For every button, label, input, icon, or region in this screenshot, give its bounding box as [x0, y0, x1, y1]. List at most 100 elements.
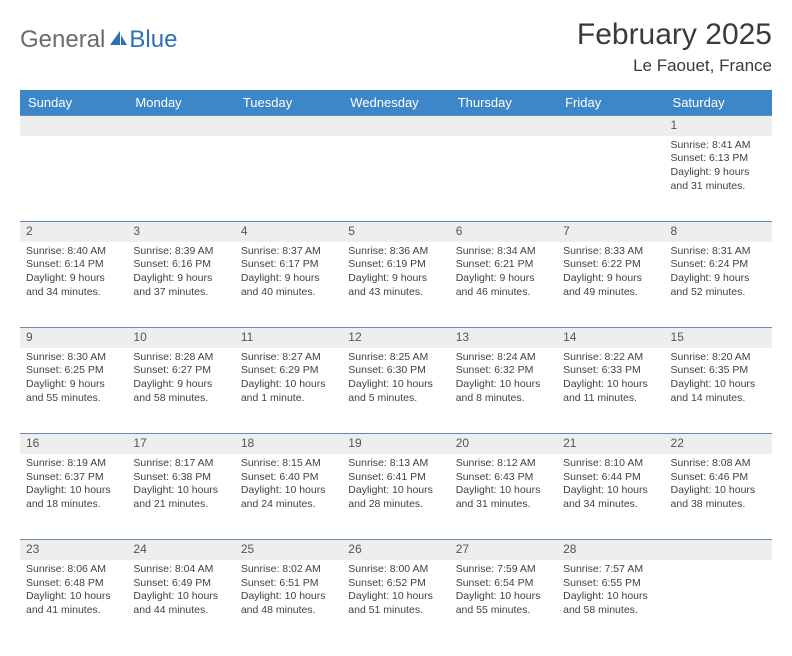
day-cell-body: Sunrise: 8:02 AMSunset: 6:51 PMDaylight:… [235, 560, 342, 624]
day2-text: and 14 minutes. [671, 392, 766, 406]
day-cell-body: Sunrise: 7:59 AMSunset: 6:54 PMDaylight:… [450, 560, 557, 624]
day-cell-body: Sunrise: 8:30 AMSunset: 6:25 PMDaylight:… [20, 348, 127, 412]
sunrise-text: Sunrise: 8:34 AM [456, 245, 551, 259]
day-number-cell: 1 [665, 116, 772, 136]
sunrise-text: Sunrise: 8:00 AM [348, 563, 443, 577]
sunrise-text: Sunrise: 8:37 AM [241, 245, 336, 259]
sunset-text: Sunset: 6:24 PM [671, 258, 766, 272]
sunset-text: Sunset: 6:52 PM [348, 577, 443, 591]
sunset-text: Sunset: 6:33 PM [563, 364, 658, 378]
day-number-row: 2345678 [20, 222, 772, 242]
sunset-text: Sunset: 6:13 PM [671, 152, 766, 166]
day-cell-body: Sunrise: 8:36 AMSunset: 6:19 PMDaylight:… [342, 242, 449, 306]
day-cell-body: Sunrise: 8:22 AMSunset: 6:33 PMDaylight:… [557, 348, 664, 412]
day-number-cell: 26 [342, 540, 449, 560]
sunrise-text: Sunrise: 8:30 AM [26, 351, 121, 365]
day2-text: and 31 minutes. [456, 498, 551, 512]
day2-text: and 55 minutes. [456, 604, 551, 618]
sunset-text: Sunset: 6:25 PM [26, 364, 121, 378]
day2-text: and 31 minutes. [671, 180, 766, 194]
day-cell: Sunrise: 8:10 AMSunset: 6:44 PMDaylight:… [557, 454, 664, 540]
day-number-cell [342, 116, 449, 136]
day-cell-body: Sunrise: 8:37 AMSunset: 6:17 PMDaylight:… [235, 242, 342, 306]
day-cell: Sunrise: 8:17 AMSunset: 6:38 PMDaylight:… [127, 454, 234, 540]
day1-text: Daylight: 10 hours [133, 484, 228, 498]
sunrise-text: Sunrise: 8:33 AM [563, 245, 658, 259]
day-cell-body: Sunrise: 8:13 AMSunset: 6:41 PMDaylight:… [342, 454, 449, 518]
weekday-header-row: Sunday Monday Tuesday Wednesday Thursday… [20, 90, 772, 116]
day-cell [127, 136, 234, 222]
logo-text-blue: Blue [129, 26, 177, 54]
day-number-cell: 27 [450, 540, 557, 560]
day1-text: Daylight: 9 hours [133, 378, 228, 392]
day2-text: and 34 minutes. [563, 498, 658, 512]
day1-text: Daylight: 10 hours [348, 378, 443, 392]
sunrise-text: Sunrise: 8:22 AM [563, 351, 658, 365]
day1-text: Daylight: 10 hours [456, 484, 551, 498]
day1-text: Daylight: 9 hours [671, 272, 766, 286]
day-cell: Sunrise: 7:57 AMSunset: 6:55 PMDaylight:… [557, 560, 664, 646]
day-cell: Sunrise: 7:59 AMSunset: 6:54 PMDaylight:… [450, 560, 557, 646]
day-number-cell: 19 [342, 434, 449, 454]
day1-text: Daylight: 10 hours [348, 484, 443, 498]
sunrise-text: Sunrise: 8:27 AM [241, 351, 336, 365]
day-cell: Sunrise: 8:12 AMSunset: 6:43 PMDaylight:… [450, 454, 557, 540]
day2-text: and 38 minutes. [671, 498, 766, 512]
sunset-text: Sunset: 6:21 PM [456, 258, 551, 272]
day-cell: Sunrise: 8:40 AMSunset: 6:14 PMDaylight:… [20, 242, 127, 328]
day1-text: Daylight: 10 hours [133, 590, 228, 604]
sunset-text: Sunset: 6:46 PM [671, 471, 766, 485]
day-number-cell: 15 [665, 328, 772, 348]
day-number-cell: 3 [127, 222, 234, 242]
day-cell-body: Sunrise: 8:27 AMSunset: 6:29 PMDaylight:… [235, 348, 342, 412]
sunrise-text: Sunrise: 8:25 AM [348, 351, 443, 365]
day-cell: Sunrise: 8:06 AMSunset: 6:48 PMDaylight:… [20, 560, 127, 646]
day1-text: Daylight: 9 hours [671, 166, 766, 180]
day-cell: Sunrise: 8:15 AMSunset: 6:40 PMDaylight:… [235, 454, 342, 540]
day-number-cell: 10 [127, 328, 234, 348]
day-number-cell: 17 [127, 434, 234, 454]
day-cell: Sunrise: 8:37 AMSunset: 6:17 PMDaylight:… [235, 242, 342, 328]
day2-text: and 51 minutes. [348, 604, 443, 618]
sunrise-text: Sunrise: 8:40 AM [26, 245, 121, 259]
day2-text: and 43 minutes. [348, 286, 443, 300]
day2-text: and 8 minutes. [456, 392, 551, 406]
day-cell: Sunrise: 8:36 AMSunset: 6:19 PMDaylight:… [342, 242, 449, 328]
day-cell: Sunrise: 8:08 AMSunset: 6:46 PMDaylight:… [665, 454, 772, 540]
sunrise-text: Sunrise: 8:08 AM [671, 457, 766, 471]
logo: General Blue [20, 18, 177, 54]
calendar-table: Sunday Monday Tuesday Wednesday Thursday… [20, 90, 772, 646]
day-number-cell [127, 116, 234, 136]
day2-text: and 34 minutes. [26, 286, 121, 300]
day-cell: Sunrise: 8:39 AMSunset: 6:16 PMDaylight:… [127, 242, 234, 328]
day-cell-body: Sunrise: 8:25 AMSunset: 6:30 PMDaylight:… [342, 348, 449, 412]
week-row: Sunrise: 8:06 AMSunset: 6:48 PMDaylight:… [20, 560, 772, 646]
sunset-text: Sunset: 6:27 PM [133, 364, 228, 378]
sunrise-text: Sunrise: 8:28 AM [133, 351, 228, 365]
day-cell: Sunrise: 8:02 AMSunset: 6:51 PMDaylight:… [235, 560, 342, 646]
sunset-text: Sunset: 6:17 PM [241, 258, 336, 272]
day-number-cell: 22 [665, 434, 772, 454]
day-cell: Sunrise: 8:28 AMSunset: 6:27 PMDaylight:… [127, 348, 234, 434]
day-cell-body: Sunrise: 8:10 AMSunset: 6:44 PMDaylight:… [557, 454, 664, 518]
day-number-cell: 28 [557, 540, 664, 560]
day-number-cell: 16 [20, 434, 127, 454]
day1-text: Daylight: 9 hours [563, 272, 658, 286]
day1-text: Daylight: 10 hours [348, 590, 443, 604]
sunrise-text: Sunrise: 8:02 AM [241, 563, 336, 577]
weekday-header: Friday [557, 90, 664, 116]
sunset-text: Sunset: 6:41 PM [348, 471, 443, 485]
day-cell: Sunrise: 8:25 AMSunset: 6:30 PMDaylight:… [342, 348, 449, 434]
weekday-header: Monday [127, 90, 234, 116]
day1-text: Daylight: 10 hours [563, 378, 658, 392]
day2-text: and 55 minutes. [26, 392, 121, 406]
day-number-cell [665, 540, 772, 560]
day-cell-body: Sunrise: 8:19 AMSunset: 6:37 PMDaylight:… [20, 454, 127, 518]
day-cell [557, 136, 664, 222]
sunrise-text: Sunrise: 8:20 AM [671, 351, 766, 365]
day-cell: Sunrise: 8:24 AMSunset: 6:32 PMDaylight:… [450, 348, 557, 434]
day-cell-body: Sunrise: 8:41 AMSunset: 6:13 PMDaylight:… [665, 136, 772, 200]
day-cell-body: Sunrise: 8:15 AMSunset: 6:40 PMDaylight:… [235, 454, 342, 518]
day-cell-body: Sunrise: 8:12 AMSunset: 6:43 PMDaylight:… [450, 454, 557, 518]
day-number-cell: 13 [450, 328, 557, 348]
